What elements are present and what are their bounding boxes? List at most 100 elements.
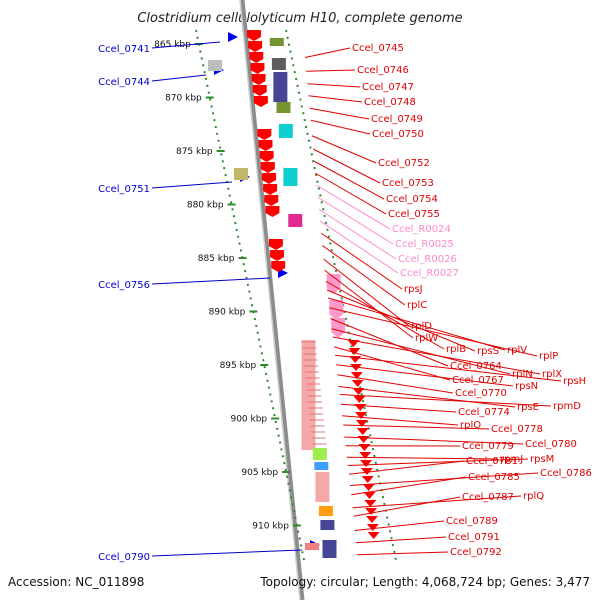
right-feature-label: Ccel_0745	[352, 43, 404, 54]
right-feature-label: rplC	[407, 300, 427, 311]
ribosomal-gene-arrow	[362, 484, 375, 491]
forward-gene-arrow	[265, 206, 280, 217]
left-feature-label: Ccel_0756	[98, 280, 150, 291]
right-feature-label: Ccel_0755	[388, 209, 440, 220]
forward-gene-arrow	[252, 85, 267, 96]
forward-gene-arrow	[248, 41, 263, 52]
right-connector	[348, 460, 465, 475]
gene-block	[315, 472, 330, 502]
right-connector	[329, 307, 538, 357]
tick-label: 910 kbp	[252, 522, 289, 532]
right-feature-label: rpmD	[553, 401, 581, 412]
right-connector	[322, 245, 406, 306]
left-connector	[151, 549, 303, 557]
right-connector	[354, 520, 445, 531]
left-connector	[151, 41, 221, 49]
right-connector	[320, 232, 403, 290]
backbone	[239, 0, 305, 600]
right-connector	[353, 496, 461, 517]
forward-gene-arrow	[268, 239, 283, 250]
right-feature-label: Ccel_0781	[466, 456, 518, 467]
right-feature-label: rplQ	[523, 491, 544, 502]
tick-label: 875 kbp	[176, 147, 213, 157]
forward-gene-arrow	[253, 96, 268, 107]
right-feature-label: rpsS	[477, 346, 499, 357]
tick-label: 865 kbp	[154, 40, 191, 50]
right-feature-label: rplB	[446, 344, 466, 355]
right-feature-label: Ccel_0752	[378, 158, 430, 169]
ribosomal-gene-arrow	[360, 468, 373, 475]
label-connectors	[151, 41, 562, 557]
right-feature-label: Ccel_0746	[357, 65, 409, 76]
right-feature-label: Ccel_0792	[450, 547, 502, 558]
ribosomal-gene-arrow	[350, 372, 363, 379]
feature-labels: Ccel_0741 Ccel_0744 Ccel_0751 Ccel_0756 Ccel…	[98, 43, 592, 563]
right-connector	[311, 135, 377, 164]
right-feature-label: rplV	[507, 345, 527, 356]
right-feature-label: Ccel_0748	[364, 97, 416, 108]
right-connector	[338, 386, 516, 408]
forward-gene-arrow	[264, 195, 279, 206]
forward-gene-arrow	[259, 151, 274, 162]
right-feature-label: Ccel_0764	[450, 361, 502, 372]
reverse-gene-arrow	[228, 32, 238, 42]
forward-gene-arrow	[250, 63, 265, 74]
left-feature-label: Ccel_0790	[98, 552, 150, 563]
forward-gene-arrow	[261, 173, 276, 184]
right-connector	[352, 495, 522, 509]
right-connector	[324, 269, 414, 339]
ribosomal-gene-arrow	[357, 436, 370, 443]
tick-label: 895 kbp	[220, 361, 257, 371]
ribosomal-gene-arrow	[355, 412, 368, 419]
genome-summary-text: Topology: circular; Length: 4,068,724 bp…	[259, 575, 590, 589]
forward-gene-arrow	[260, 162, 275, 173]
left-feature-label: Ccel_0751	[98, 184, 150, 195]
right-connector	[332, 336, 541, 375]
gene-block	[318, 506, 333, 516]
forward-gene-arrow	[251, 74, 266, 85]
ribosomal-gene-arrow	[352, 388, 365, 395]
right-connector	[351, 476, 467, 496]
right-feature-label: Ccel_0786	[540, 468, 592, 479]
right-feature-label: Ccel_0749	[371, 114, 423, 125]
map-title: Clostridium cellulolyticum H10, complete…	[137, 11, 462, 26]
right-feature-label: Ccel_0791	[448, 532, 500, 543]
right-connector	[307, 83, 361, 88]
ribosomal-gene-arrow	[366, 524, 379, 531]
gene-block	[278, 124, 293, 138]
gene-block	[234, 168, 248, 180]
right-connector	[312, 148, 381, 184]
forward-gene-arrow	[249, 52, 264, 63]
tick-label: 905 kbp	[241, 468, 278, 478]
right-connector	[304, 47, 351, 58]
right-connector	[326, 289, 476, 352]
right-connector	[318, 208, 397, 260]
right-feature-label: rplX	[542, 369, 562, 380]
accession-text: Accession: NC_011898	[8, 575, 144, 589]
right-feature-label: Ccel_0767	[452, 375, 504, 386]
ribosomal-gene-arrow	[361, 476, 374, 483]
tick-label: 890 kbp	[209, 308, 246, 318]
ribosomal-gene-arrow	[365, 508, 378, 515]
backbone-line	[239, 0, 305, 600]
right-feature-label: Ccel_0750	[372, 129, 424, 140]
right-connector	[306, 69, 356, 72]
right-feature-label: Ccel_0785	[468, 472, 520, 483]
right-feature-label: Ccel_R0026	[398, 254, 457, 265]
ribosomal-gene-arrow	[363, 492, 376, 499]
right-feature-label: rpmJ	[500, 454, 523, 465]
right-feature-label: Ccel_0754	[386, 194, 438, 205]
ribosomal-gene-arrow	[353, 396, 366, 403]
right-connector	[344, 436, 524, 445]
right-feature-label: rplD	[411, 321, 432, 332]
forward-gene-arrow	[258, 140, 273, 151]
gene-block	[305, 543, 319, 550]
rna-gene-arrow	[331, 318, 346, 338]
tick-label: 870 kbp	[165, 94, 202, 104]
right-connector	[333, 346, 451, 381]
ribosomal-gene-arrow	[358, 444, 371, 451]
forward-gene-arrow	[257, 129, 272, 140]
right-connector	[317, 196, 394, 245]
right-feature-label: rpsJ	[404, 284, 423, 295]
